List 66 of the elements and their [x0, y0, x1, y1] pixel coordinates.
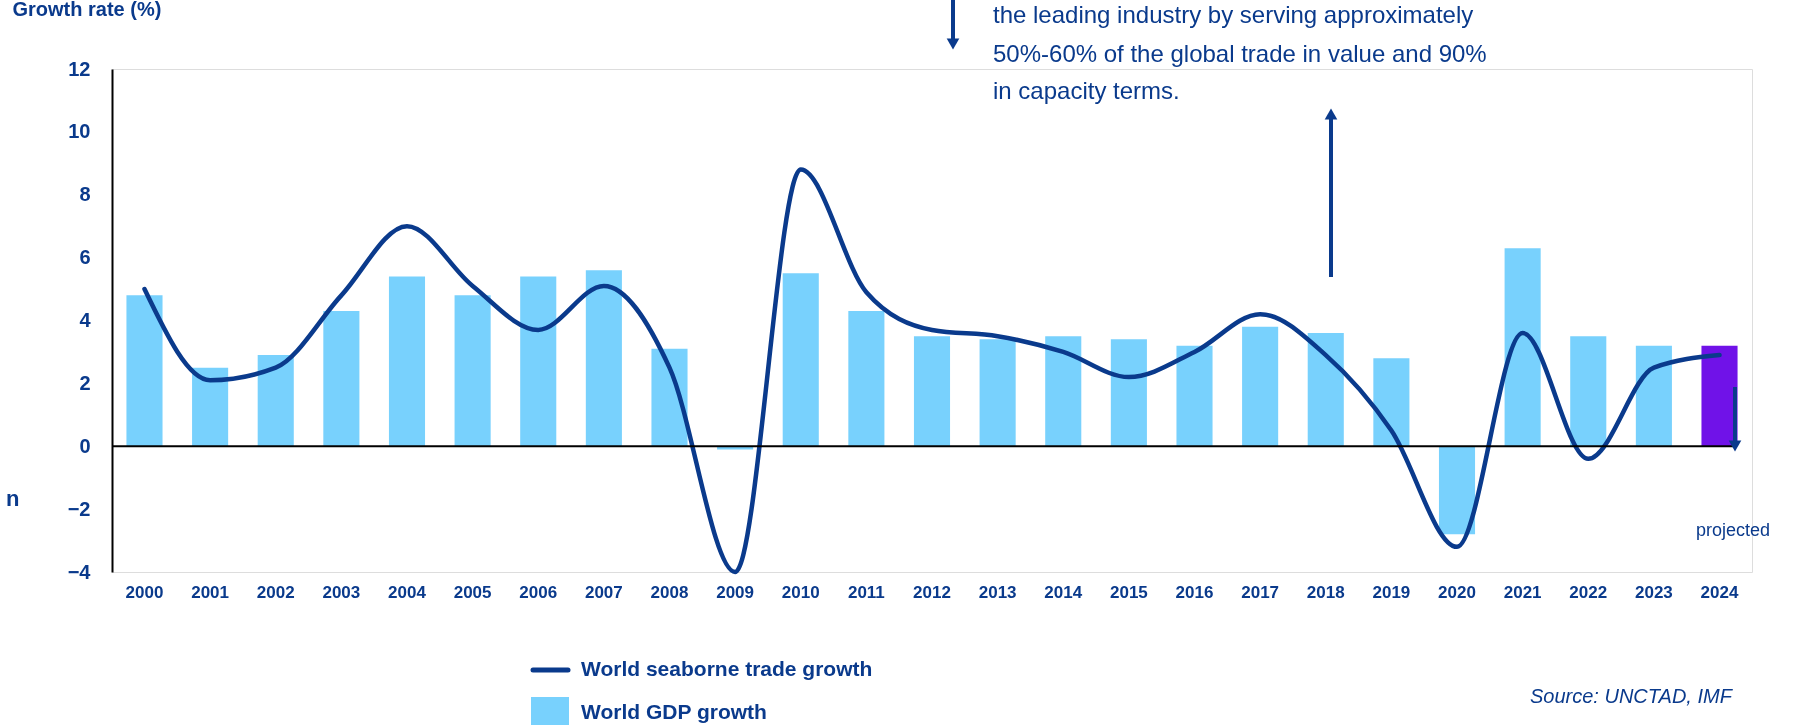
bar [1110, 339, 1147, 447]
y-tick-label: 10 [68, 120, 91, 143]
bar [913, 336, 951, 447]
y-tick-label: 6 [79, 246, 91, 269]
x-tick-label: 2000 [125, 582, 164, 602]
annotation: in capacity terms. [993, 77, 1180, 104]
x-tick-label: 2005 [453, 582, 492, 602]
text: n [6, 486, 20, 511]
y-tick-label: 0 [79, 434, 91, 457]
bar [1307, 333, 1344, 447]
bar [1242, 326, 1279, 447]
text: 50%-60% of the global trade in value and 90% [993, 40, 1487, 67]
y-tick-label: 8 [79, 183, 91, 206]
bar [454, 295, 491, 447]
bar [520, 276, 557, 447]
x-tick-label: 2004 [388, 582, 427, 602]
bar [126, 295, 163, 447]
x-tick-label: 2013 [978, 582, 1017, 602]
bar [388, 276, 426, 447]
y-tick-label: 2 [79, 371, 91, 394]
x-tick-label: 2022 [1569, 582, 1608, 602]
bar [1438, 446, 1476, 535]
y-tick-label: −4 [67, 560, 92, 583]
bar [585, 270, 622, 447]
bar [782, 273, 819, 447]
legend-label: World seaborne trade growth [581, 657, 873, 680]
x-tick-label: 2024 [1700, 582, 1739, 602]
bar [1373, 358, 1410, 447]
x-tick-label: 2021 [1503, 582, 1542, 602]
x-tick-label: 2023 [1634, 582, 1673, 602]
x-tick-label: 2009 [716, 582, 755, 602]
x-tick-label: 2017 [1241, 582, 1280, 602]
x-tick-label: 2008 [650, 582, 689, 602]
x-tick-label: 2011 [847, 582, 885, 602]
x-tick-label: 2012 [913, 582, 951, 602]
bar [1045, 336, 1082, 447]
bar [1176, 345, 1213, 447]
x-tick-label: 2018 [1306, 582, 1345, 602]
bar [192, 367, 229, 447]
x-tick-label: 2015 [1109, 582, 1148, 602]
bar [979, 339, 1016, 447]
bar [1504, 248, 1541, 447]
y-tick-label: 12 [68, 57, 91, 80]
y-axis-title: Growth rate (%) [12, 0, 162, 20]
bar [1635, 345, 1672, 447]
text: the leading industry by serving approximately [993, 1, 1474, 28]
x-tick-label: 2006 [519, 582, 558, 602]
bar [848, 311, 885, 447]
bar [323, 311, 360, 447]
x-tick-label: 2003 [322, 582, 361, 602]
x-tick-label: 2002 [256, 582, 295, 602]
y-tick-label: −2 [67, 497, 91, 520]
x-tick-label: 2001 [191, 582, 230, 602]
bar [1701, 345, 1738, 447]
x-tick-label: 2016 [1175, 582, 1214, 602]
legend-label: World GDP growth [581, 700, 767, 723]
x-tick-label: 2014 [1044, 582, 1083, 602]
x-tick-label: 2007 [584, 582, 623, 602]
x-tick-label: 2019 [1372, 582, 1411, 602]
bar [1570, 336, 1607, 447]
x-tick-label: 2010 [781, 582, 820, 602]
x-tick-label: 2020 [1438, 582, 1476, 602]
annotation: projected [1695, 520, 1771, 540]
source-note: Source: UNCTAD, IMF [1530, 685, 1734, 707]
y-tick-label: 4 [79, 309, 92, 331]
bar [257, 355, 294, 447]
